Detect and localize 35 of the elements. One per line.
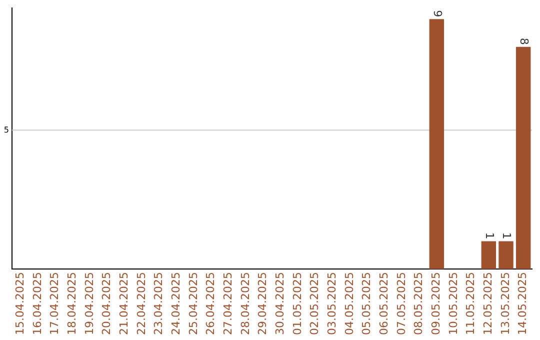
x-tick-label: 17.04.2025: [48, 272, 62, 336]
x-tick-label: 05.05.2025: [360, 272, 374, 336]
data-label: 8: [517, 38, 530, 45]
x-tick-label: 23.04.2025: [152, 272, 166, 336]
x-tick-label: 18.04.2025: [66, 272, 79, 336]
x-tick-label: 06.05.2025: [378, 272, 391, 336]
data-label: 9: [430, 10, 444, 18]
x-tick-label: 15.04.2025: [14, 272, 27, 336]
x-tick-label: 28.04.2025: [238, 272, 252, 336]
data-label: 1: [500, 232, 514, 240]
x-tick-label: 03.05.2025: [326, 272, 339, 336]
x-tick-label: 11.05.2025: [464, 272, 478, 336]
x-tick-label: 22.04.2025: [134, 272, 148, 336]
x-tick-label: 26.04.2025: [204, 272, 218, 336]
x-tick-label: 29.04.2025: [256, 272, 270, 336]
x-tick-label: 25.04.2025: [186, 272, 200, 336]
x-tick-label: 30.04.2025: [274, 272, 287, 336]
ref-line-label: 5: [4, 125, 9, 134]
x-tick-label: 24.04.2025: [170, 272, 183, 336]
x-tick-label: 21.04.2025: [118, 272, 131, 336]
x-tick-label: 14.05.2025: [516, 272, 530, 336]
x-tick-label: 01.05.2025: [290, 272, 304, 336]
x-tick-label: 08.05.2025: [412, 272, 426, 336]
x-tick-label: 04.05.2025: [342, 272, 356, 336]
x-tick-label: 07.05.2025: [394, 272, 408, 336]
x-tick-label: 27.04.2025: [222, 272, 235, 336]
x-tick-label: 10.05.2025: [446, 272, 460, 336]
x-tick-label: 13.05.2025: [498, 272, 512, 336]
x-tick-label: 02.05.2025: [308, 272, 322, 336]
data-label: 1: [482, 232, 496, 240]
x-tick-label: 12.05.2025: [482, 272, 495, 336]
x-tick-label: 09.05.2025: [430, 272, 443, 336]
x-tick-label: 16.04.2025: [30, 272, 44, 336]
x-tick-label: 19.04.2025: [82, 272, 96, 336]
x-tick-label: 20.04.2025: [100, 272, 114, 336]
